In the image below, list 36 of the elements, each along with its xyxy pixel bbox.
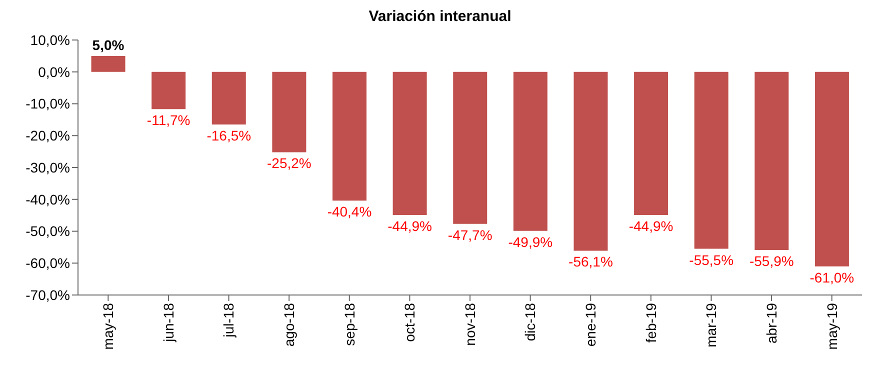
data-label: -49,9% xyxy=(508,234,553,250)
x-tick-label: ene-19 xyxy=(582,302,599,347)
data-label: -55,5% xyxy=(689,252,734,268)
y-tick-label: -70,0% xyxy=(26,286,70,303)
y-tick-label: -20,0% xyxy=(26,128,70,144)
data-label: -25,2% xyxy=(267,155,312,172)
x-tick-label: dic-18 xyxy=(522,302,538,342)
x-tick-label: nov-18 xyxy=(462,302,478,346)
data-label: -61,0% xyxy=(810,269,854,286)
data-label: 5,0% xyxy=(92,36,125,53)
y-tick-label: -50,0% xyxy=(26,223,70,240)
x-tick-label: may-18 xyxy=(100,302,116,350)
data-label: -55,9% xyxy=(749,253,794,270)
data-label: -44,9% xyxy=(628,218,674,234)
y-tick-label: -30,0% xyxy=(26,159,70,176)
x-tick-label: oct-18 xyxy=(402,302,418,342)
y-tick-label: -10,0% xyxy=(26,96,70,112)
x-tick-label: may-19 xyxy=(824,302,840,350)
data-label: -47,7% xyxy=(448,226,492,243)
x-tick-label: jul-18 xyxy=(220,302,237,338)
chart-title: Variación interanual xyxy=(368,8,512,27)
x-tick-label: jun-18 xyxy=(160,302,176,343)
data-label: -11,7% xyxy=(146,112,190,128)
x-tick-label: sep-18 xyxy=(341,302,358,346)
y-tick-label: -60,0% xyxy=(26,255,70,272)
x-tick-label: ago-18 xyxy=(281,302,298,347)
y-tick-label: 0,0% xyxy=(38,64,70,80)
data-label: -16,5% xyxy=(206,127,252,144)
x-tick-label: feb-19 xyxy=(642,302,659,343)
y-tick-label: 10,0% xyxy=(30,32,70,48)
y-tick-label: -40,0% xyxy=(26,191,70,208)
x-tick-label: mar-19 xyxy=(703,302,720,348)
data-label: -40,4% xyxy=(327,204,372,220)
x-tick-label: abr-19 xyxy=(763,302,780,344)
data-label: -44,9% xyxy=(388,218,432,234)
data-label: -56,1% xyxy=(568,254,613,270)
